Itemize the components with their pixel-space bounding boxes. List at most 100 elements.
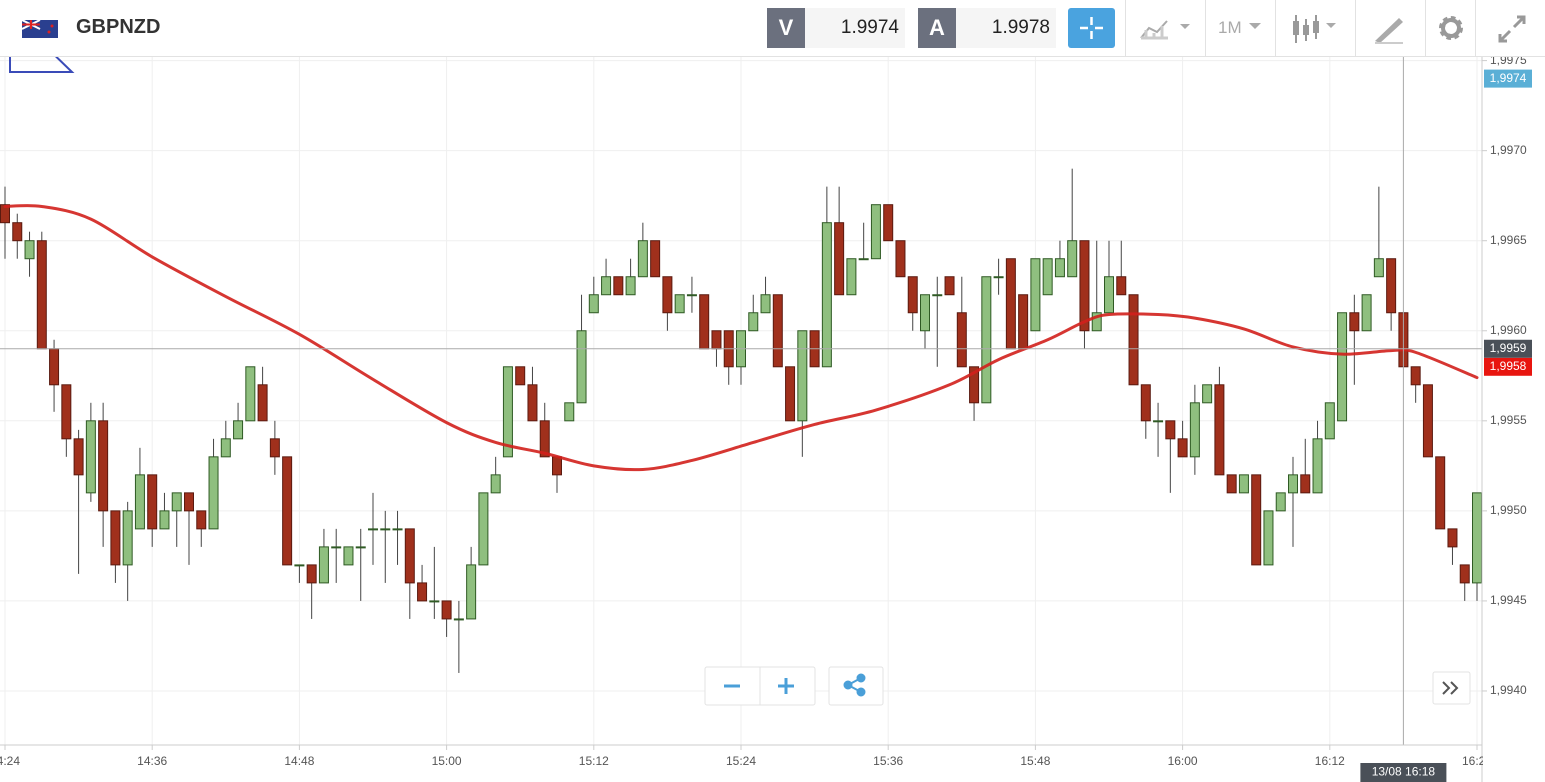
fullscreen-button[interactable] — [1497, 14, 1527, 44]
candle-body — [846, 258, 857, 296]
x-tick-label: 14:48 — [284, 754, 314, 768]
timeframe-button[interactable]: 1M — [1218, 18, 1242, 37]
candle-body — [650, 240, 661, 278]
candle-body — [686, 294, 697, 297]
candle-body — [981, 276, 992, 404]
candles-button[interactable] — [1290, 13, 1346, 45]
candle-body — [699, 294, 710, 350]
candle-body — [969, 366, 980, 404]
candle-body — [1165, 420, 1176, 440]
candle-body — [318, 546, 329, 584]
y-axis-panel — [1482, 57, 1545, 782]
candle-body — [85, 420, 96, 494]
candle-body — [417, 582, 428, 602]
candle-body — [564, 402, 575, 422]
candle-body — [196, 510, 207, 530]
buy-price[interactable]: 1.9978 — [956, 8, 1056, 48]
candle-body — [1238, 474, 1249, 494]
scroll-end-button[interactable] — [1432, 671, 1471, 705]
candle-body — [821, 222, 832, 368]
candle-body — [1300, 474, 1311, 494]
candle-body — [527, 384, 538, 422]
candle-body — [772, 294, 783, 368]
candle-body — [1435, 456, 1446, 530]
candle-body — [601, 276, 612, 296]
separator — [1125, 0, 1126, 56]
plus-icon — [778, 678, 794, 694]
y-tick-label: 1,9965 — [1490, 233, 1527, 247]
sell-price[interactable]: 1.9974 — [805, 8, 905, 48]
candle-body — [1214, 384, 1225, 476]
candle-body — [1054, 258, 1065, 278]
candle-body — [1422, 384, 1433, 458]
candle-body — [1091, 312, 1102, 332]
sell-label[interactable]: V — [767, 8, 805, 48]
zoom-controls — [704, 666, 1471, 706]
crosshair-button[interactable] — [1068, 8, 1115, 48]
candle-body — [1312, 438, 1323, 494]
y-tick-label: 1,9970 — [1490, 143, 1527, 157]
candle-body — [490, 474, 501, 494]
moving-average — [3, 204, 1479, 472]
candle-body — [1472, 492, 1482, 584]
candle-body — [895, 240, 906, 278]
candle-body — [883, 204, 894, 242]
candle-body — [1042, 258, 1053, 296]
x-tick-label: 16:12 — [1315, 754, 1345, 768]
candle-body — [502, 366, 513, 458]
candle-body — [674, 294, 685, 314]
candle-body — [122, 510, 133, 566]
candle-body — [932, 294, 943, 297]
candle-body — [245, 366, 256, 422]
candle-body — [1104, 276, 1114, 314]
separator — [1355, 0, 1356, 56]
dropdown-arrow — [1249, 23, 1261, 29]
candle-body — [858, 258, 869, 261]
draw-button[interactable] — [1372, 14, 1406, 44]
candle-body — [993, 276, 1004, 279]
candle-body — [625, 276, 636, 296]
settings-button[interactable] — [1436, 13, 1466, 43]
candle-body — [1361, 294, 1372, 332]
candle-body — [1018, 294, 1029, 350]
candle-body — [1226, 474, 1237, 494]
candle-body — [110, 510, 121, 566]
toolbar: GBPNZD V 1.9974 A 1.9978 1M — [0, 0, 1545, 57]
price-tag — [1484, 339, 1532, 358]
candle-body — [944, 276, 955, 296]
candle-body — [1189, 402, 1200, 458]
x-tick-label: 14:36 — [137, 754, 167, 768]
price-tag — [1484, 357, 1532, 376]
candle-body — [36, 240, 47, 350]
candle-body — [552, 456, 562, 476]
buy-label[interactable]: A — [918, 8, 956, 48]
candle-body — [785, 366, 796, 422]
candle-body — [1447, 528, 1458, 548]
x-tick-label: 15:24 — [726, 754, 756, 768]
candle-body — [343, 546, 354, 566]
candle-body — [748, 312, 759, 332]
candle-body — [834, 222, 845, 296]
candle-body — [515, 366, 526, 386]
candle-body — [920, 294, 930, 332]
x-tick-label: 15:36 — [873, 754, 903, 768]
flag-icon — [22, 20, 58, 38]
candle-body — [184, 492, 194, 512]
candle-body — [98, 420, 109, 512]
candle-body — [0, 204, 10, 224]
x-tick-label: 14:24 — [0, 754, 20, 768]
chevrons-icon — [1442, 681, 1459, 695]
x-tick-label: 15:48 — [1020, 754, 1050, 768]
candle-body — [269, 438, 280, 458]
candle-body — [134, 474, 145, 530]
candle-body — [1410, 366, 1421, 386]
candle-body — [441, 600, 452, 620]
price-tag-label: 1,9959 — [1490, 341, 1527, 355]
candle-body — [539, 420, 550, 458]
chart-type-button[interactable] — [1138, 16, 1194, 42]
share-button[interactable] — [828, 666, 884, 706]
candle-body — [588, 294, 599, 314]
candle-body — [711, 330, 722, 350]
candle-body — [355, 546, 366, 549]
candle-body — [760, 294, 771, 314]
